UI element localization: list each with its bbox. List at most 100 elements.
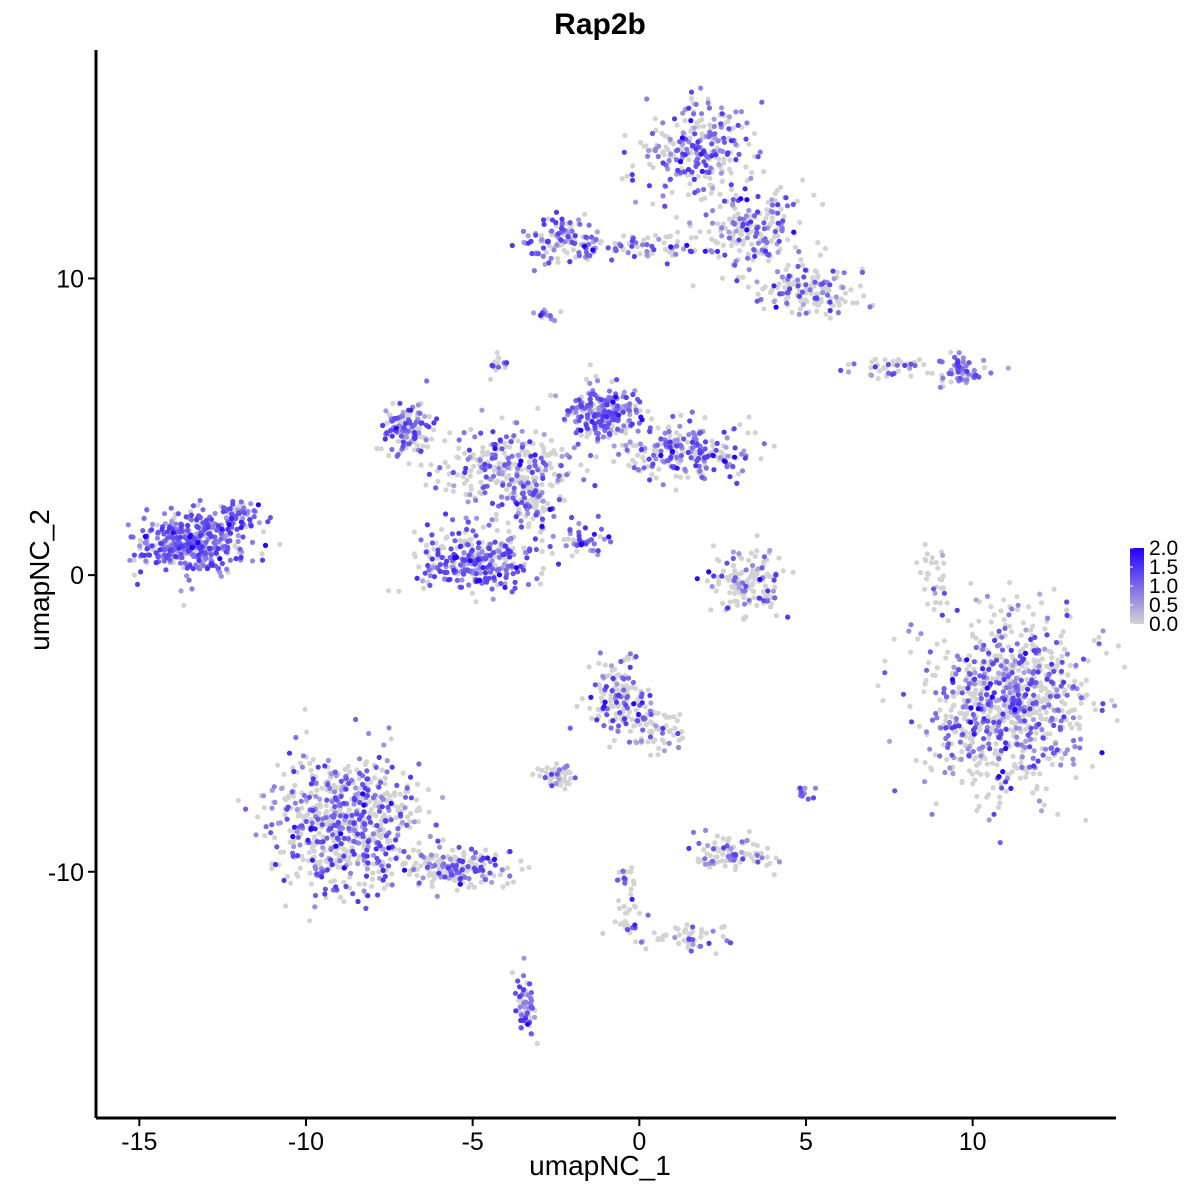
cell-point bbox=[663, 234, 669, 240]
cell-point bbox=[1033, 730, 1039, 736]
cell-point bbox=[923, 576, 930, 582]
cell-point bbox=[559, 216, 565, 222]
cell-point bbox=[869, 359, 875, 365]
cell-point bbox=[716, 581, 722, 587]
cell-point bbox=[504, 360, 510, 366]
cell-point bbox=[764, 571, 771, 577]
cell-point bbox=[598, 686, 604, 692]
cell-point bbox=[389, 433, 395, 439]
cell-point bbox=[761, 306, 767, 312]
cell-point bbox=[1018, 760, 1024, 766]
cell-point bbox=[317, 796, 323, 802]
cell-point bbox=[629, 172, 635, 178]
cell-point bbox=[572, 254, 579, 260]
cell-point bbox=[776, 281, 782, 287]
cell-point bbox=[746, 267, 752, 273]
cell-point bbox=[775, 202, 781, 208]
cell-point bbox=[281, 877, 287, 884]
cell-point bbox=[251, 514, 257, 520]
cell-point bbox=[708, 607, 714, 613]
cell-point bbox=[732, 445, 738, 451]
cell-point bbox=[547, 543, 553, 550]
cell-point bbox=[131, 552, 137, 558]
cell-point bbox=[629, 716, 635, 723]
cell-point bbox=[1031, 763, 1037, 769]
cell-point bbox=[548, 450, 554, 456]
cell-point bbox=[684, 439, 691, 445]
cell-point bbox=[731, 426, 737, 432]
cell-point bbox=[601, 409, 607, 416]
cell-point bbox=[1023, 627, 1029, 633]
cell-point bbox=[663, 144, 669, 150]
cell-point bbox=[1001, 676, 1007, 683]
cell-point bbox=[408, 774, 414, 780]
cell-point bbox=[625, 927, 631, 933]
cell-point bbox=[686, 432, 692, 438]
cell-point bbox=[1091, 701, 1097, 707]
cell-point bbox=[183, 514, 189, 520]
cell-point bbox=[507, 873, 513, 879]
cell-point bbox=[937, 358, 943, 364]
cell-point bbox=[277, 849, 283, 855]
cell-point bbox=[615, 898, 622, 904]
cell-point bbox=[468, 881, 474, 887]
cell-point bbox=[1024, 769, 1030, 776]
cell-point bbox=[722, 252, 728, 258]
cell-point bbox=[592, 682, 598, 688]
cell-point bbox=[209, 562, 215, 568]
cell-point bbox=[828, 295, 834, 301]
cell-point bbox=[595, 552, 601, 558]
cell-point bbox=[544, 452, 550, 458]
cell-point bbox=[425, 787, 431, 793]
cell-point bbox=[324, 797, 330, 803]
cell-point bbox=[939, 577, 945, 583]
cell-point bbox=[459, 867, 465, 873]
cell-point bbox=[738, 451, 745, 457]
cell-point bbox=[770, 588, 777, 594]
cell-point bbox=[450, 862, 456, 868]
cell-point bbox=[924, 667, 930, 673]
cell-point bbox=[212, 510, 218, 517]
cell-point bbox=[506, 444, 513, 450]
cell-point bbox=[561, 497, 567, 503]
cell-point bbox=[335, 864, 341, 870]
cell-point bbox=[540, 253, 546, 259]
cell-point bbox=[631, 465, 637, 471]
cell-point bbox=[693, 436, 699, 442]
cell-point bbox=[426, 567, 432, 573]
cell-point bbox=[165, 535, 171, 541]
cell-point bbox=[548, 437, 555, 443]
cell-point bbox=[943, 713, 949, 719]
cell-point bbox=[820, 290, 826, 296]
cell-point bbox=[604, 402, 610, 408]
cell-point bbox=[381, 885, 387, 891]
cell-point bbox=[1012, 658, 1018, 664]
cell-point bbox=[644, 248, 650, 255]
cell-point bbox=[583, 376, 590, 382]
cell-point bbox=[626, 417, 633, 424]
cell-point bbox=[701, 455, 708, 461]
cell-point bbox=[1006, 612, 1012, 618]
cell-point bbox=[692, 452, 699, 458]
cell-point bbox=[427, 833, 433, 840]
cell-point bbox=[360, 781, 366, 788]
cell-point bbox=[438, 874, 444, 880]
cell-point bbox=[669, 464, 675, 470]
cell-point bbox=[178, 524, 184, 530]
cell-point bbox=[943, 655, 949, 661]
cell-point bbox=[424, 522, 430, 528]
cell-point bbox=[341, 835, 347, 841]
cell-point bbox=[374, 855, 380, 862]
cell-point bbox=[456, 437, 462, 443]
cell-point bbox=[675, 744, 682, 751]
cell-point bbox=[784, 300, 790, 306]
cell-point bbox=[651, 452, 657, 458]
cell-point bbox=[746, 557, 752, 564]
cell-point bbox=[1009, 670, 1015, 676]
cell-point bbox=[519, 490, 525, 497]
cell-point bbox=[507, 549, 513, 555]
cell-point bbox=[504, 881, 511, 887]
cell-point bbox=[678, 412, 684, 418]
cell-point bbox=[629, 421, 635, 427]
cell-point bbox=[697, 468, 703, 474]
